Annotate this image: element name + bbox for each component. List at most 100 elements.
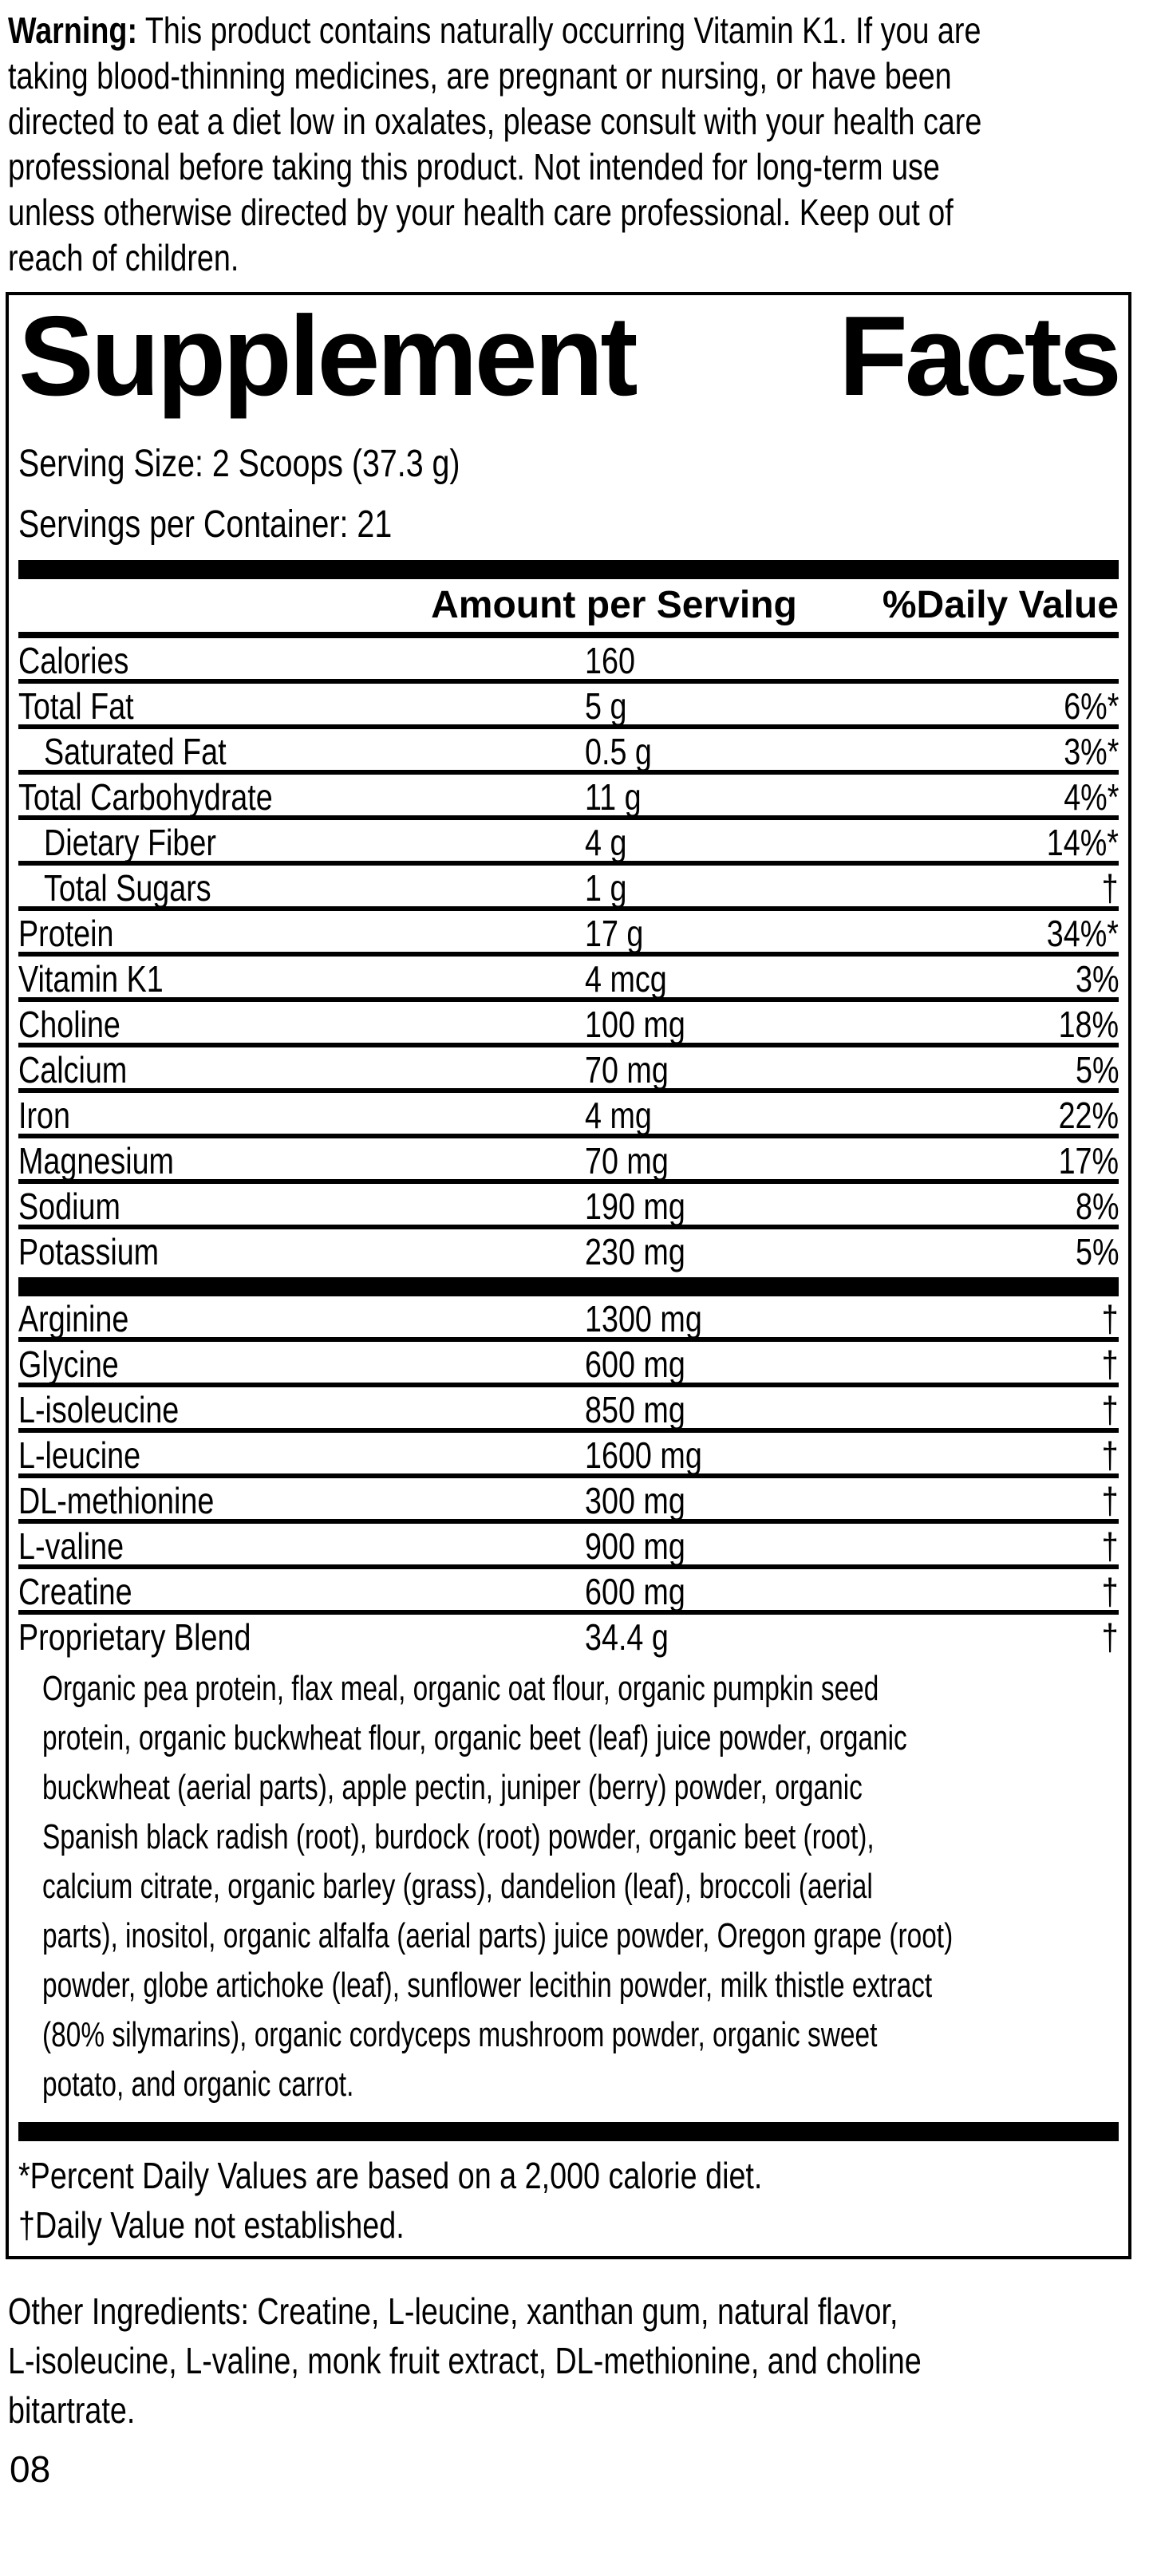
row-magnesium: Magnesium 70 mg 17% (18, 1138, 1119, 1184)
nutrient-name: Total Carbohydrate (18, 776, 273, 818)
servings-per-container: Servings per Container: 21 (18, 503, 393, 546)
row-potassium: Potassium 230 mg 5% (18, 1229, 1119, 1277)
proprietary-blend-ingredients: Organic pea protein, flax meal, organic … (18, 1664, 1119, 2109)
column-header-daily-value: %Daily Value (882, 584, 1119, 626)
nutrient-dv: 5% (1075, 1049, 1119, 1091)
warning-paragraph: Warning: This product contains naturally… (0, 0, 1153, 281)
row-creatine: Creatine 600 mg † (18, 1569, 1119, 1615)
nutrient-name: L-valine (18, 1525, 124, 1567)
section-divider-bar (18, 560, 1119, 579)
blend-line: Spanish black radish (root), burdock (ro… (42, 1817, 875, 1856)
nutrient-dv: 4%* (1063, 776, 1119, 818)
row-protein: Protein 17 g 34%* (18, 911, 1119, 957)
nutrient-dv: † (1102, 1389, 1119, 1430)
nutrient-name: DL-methionine (18, 1480, 215, 1521)
nutrient-dv: † (1102, 1525, 1119, 1567)
nutrient-dv: 14%* (1046, 822, 1119, 863)
nutrient-name: L-leucine (18, 1434, 141, 1476)
nutrient-name: Arginine (18, 1298, 129, 1339)
panel-title-word-2: Facts (839, 293, 1122, 420)
nutrient-name: Calories (18, 640, 129, 681)
other-ingredients: Other Ingredients: Creatine, L-leucine, … (0, 2286, 1153, 2435)
blend-line: buckwheat (aerial parts), apple pectin, … (42, 1768, 863, 1807)
footnotes: *Percent Daily Values are based on a 2,0… (18, 2151, 1119, 2250)
row-saturated-fat: Saturated Fat 0.5 g 3%* (18, 729, 1119, 775)
table-header: Amount per Serving %Daily Value (18, 579, 1119, 632)
row-glycine: Glycine 600 mg † (18, 1342, 1119, 1387)
warning-line: directed to eat a diet low in oxalates, … (8, 101, 982, 142)
warning-line: professional before taking this product.… (8, 146, 940, 187)
nutrient-name: Total Sugars (44, 867, 211, 909)
nutrient-amount: 100 mg (585, 1004, 685, 1045)
nutrient-dv: † (1102, 1571, 1119, 1612)
row-l-leucine: L-leucine 1600 mg † (18, 1433, 1119, 1478)
nutrient-dv: 5% (1075, 1231, 1119, 1272)
nutrient-amount: 160 (585, 640, 636, 681)
nutrient-dv: 34%* (1046, 913, 1119, 954)
warning-line: This product contains naturally occurrin… (144, 10, 981, 51)
nutrient-amount: 70 mg (585, 1140, 669, 1181)
nutrient-amount: 0.5 g (585, 731, 653, 772)
page-number: 08 (10, 2448, 51, 2490)
nutrient-name: Glycine (18, 1343, 119, 1385)
nutrient-amount: 11 g (585, 776, 642, 818)
row-vitamin-k1: Vitamin K1 4 mcg 3% (18, 957, 1119, 1002)
section-divider-bar (18, 1277, 1119, 1296)
nutrient-name: Creatine (18, 1571, 132, 1612)
row-arginine: Arginine 1300 mg † (18, 1296, 1119, 1342)
row-dl-methionine: DL-methionine 300 mg † (18, 1478, 1119, 1524)
blend-line: potato, and organic carrot. (42, 2065, 354, 2104)
blend-line: powder, globe artichoke (leaf), sunflowe… (42, 1966, 933, 2005)
nutrient-dv: † (1102, 1434, 1119, 1476)
section-divider-bar (18, 2122, 1119, 2141)
nutrient-amount: 900 mg (585, 1525, 685, 1567)
nutrient-name: Calcium (18, 1049, 128, 1091)
nutrient-dv: 3% (1075, 958, 1119, 1000)
warning-label: Warning: (8, 10, 138, 51)
column-header-amount: Amount per Serving (431, 584, 797, 626)
nutrient-dv: † (1102, 1343, 1119, 1385)
footnote-dv-not-established: †Daily Value not established. (18, 2204, 405, 2246)
nutrient-name: L-isoleucine (18, 1389, 180, 1430)
nutrient-name: Proprietary Blend (18, 1616, 251, 1658)
row-total-fat: Total Fat 5 g 6%* (18, 684, 1119, 729)
nutrient-name: Iron (18, 1095, 70, 1136)
nutrient-name: Saturated Fat (44, 731, 227, 772)
nutrient-name: Magnesium (18, 1140, 174, 1181)
blend-line: calcium citrate, organic barley (grass),… (42, 1867, 873, 1906)
serving-size: Serving Size: 2 Scoops (37.3 g) (18, 443, 460, 485)
row-total-carbohydrate: Total Carbohydrate 11 g 4%* (18, 775, 1119, 820)
supplement-facts-panel: Supplement Facts Serving Size: 2 Scoops … (6, 292, 1131, 2259)
nutrient-amount: 4 mcg (585, 958, 667, 1000)
other-ingredients-line: bitartrate. (8, 2389, 136, 2431)
blend-line: parts), inositol, organic alfalfa (aeria… (42, 1916, 954, 1955)
row-calcium: Calcium 70 mg 5% (18, 1047, 1119, 1093)
nutrient-amount: 1600 mg (585, 1434, 702, 1476)
row-dietary-fiber: Dietary Fiber 4 g 14%* (18, 820, 1119, 866)
nutrient-name: Choline (18, 1004, 120, 1045)
nutrient-amount: 4 mg (585, 1095, 653, 1136)
nutrient-name: Vitamin K1 (18, 958, 164, 1000)
warning-line: reach of children. (8, 237, 239, 278)
nutrient-amount: 1300 mg (585, 1298, 702, 1339)
row-calories: Calories 160 (18, 638, 1119, 684)
nutrient-amount: 300 mg (585, 1480, 685, 1521)
nutrient-amount: 600 mg (585, 1571, 685, 1612)
panel-title: Supplement Facts (18, 293, 1122, 420)
nutrient-amount: 230 mg (585, 1231, 685, 1272)
nutrient-name: Potassium (18, 1231, 160, 1272)
nutrient-dv: 18% (1058, 1004, 1119, 1045)
nutrient-dv: 3%* (1063, 731, 1119, 772)
row-choline: Choline 100 mg 18% (18, 1002, 1119, 1047)
nutrient-amount: 17 g (585, 913, 644, 954)
nutrient-dv: † (1102, 1298, 1119, 1339)
nutrient-amount: 4 g (585, 822, 627, 863)
blend-line: protein, organic buckwheat flour, organi… (42, 1718, 907, 1757)
nutrient-amount: 34.4 g (585, 1616, 669, 1658)
row-iron: Iron 4 mg 22% (18, 1093, 1119, 1138)
nutrient-dv: † (1102, 1480, 1119, 1521)
blend-line: Organic pea protein, flax meal, organic … (42, 1669, 879, 1708)
blend-line: (80% silymarins), organic cordyceps mush… (42, 2015, 878, 2054)
nutrient-name: Dietary Fiber (44, 822, 216, 863)
